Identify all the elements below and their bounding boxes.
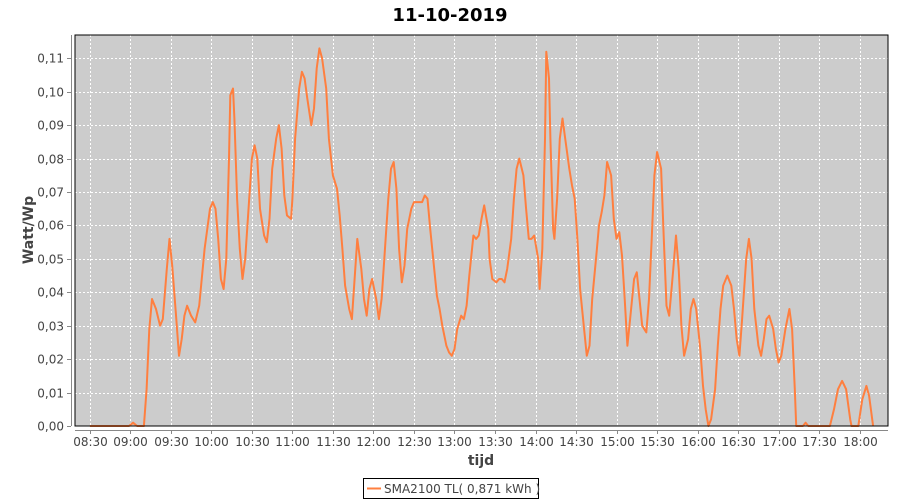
y-tick-label: 0,05 (37, 253, 64, 267)
x-tick-label: 09:30 (154, 435, 189, 449)
x-tick-label: 12:30 (397, 435, 432, 449)
y-tick-label: 0,06 (37, 219, 64, 233)
y-tick-label: 0,09 (37, 119, 64, 133)
x-tick-label: 08:30 (73, 435, 108, 449)
y-tick-label: 0,07 (37, 186, 64, 200)
x-tick-label: 13:30 (478, 435, 513, 449)
x-tick-label: 11:30 (316, 435, 351, 449)
y-tick-label: 0,10 (37, 86, 64, 100)
y-tick-label: 0,01 (37, 387, 64, 401)
x-tick-label: 16:00 (681, 435, 716, 449)
x-tick-label: 12:00 (356, 435, 391, 449)
y-tick-label: 0,02 (37, 353, 64, 367)
x-tick-label: 18:00 (843, 435, 878, 449)
y-tick-label: 0,04 (37, 286, 64, 300)
x-axis-label: tijd (468, 453, 494, 469)
y-axis: 0,00 0,01 0,02 0,03 0,04 0,05 0,06 0,07 0,08 0,09… (37, 52, 71, 434)
y-axis-label: Watt/Wp (21, 196, 37, 264)
plot-border (74, 34, 889, 427)
chart-title: 11-10-2019 (392, 5, 507, 26)
y-tick-label: 0,00 (37, 420, 64, 434)
legend-entry: SMA2100 TL( 0,871 kWh ) (384, 482, 540, 496)
x-tick-label: 09:00 (113, 435, 148, 449)
x-tick-label: 17:30 (802, 435, 837, 449)
plot-background (75, 35, 888, 426)
x-tick-label: 14:30 (559, 435, 594, 449)
x-tick-label: 10:00 (194, 435, 229, 449)
y-tick-label: 0,11 (37, 52, 64, 66)
x-tick-label: 16:30 (721, 435, 756, 449)
legend: SMA2100 TL( 0,871 kWh ) (363, 478, 540, 499)
y-tick-label: 0,03 (37, 320, 64, 334)
x-tick-label: 13:00 (437, 435, 472, 449)
x-tick-label: 11:00 (275, 435, 310, 449)
x-tick-label: 17:00 (762, 435, 797, 449)
x-tick-label: 14:00 (519, 435, 554, 449)
x-tick-label: 15:30 (640, 435, 675, 449)
x-axis: 08:30 09:00 09:30 10:00 10:30 11:00 11:30 12:00… (73, 430, 878, 449)
x-tick-label: 10:30 (235, 435, 270, 449)
y-tick-label: 0,08 (37, 153, 64, 167)
series-line (89, 47, 875, 427)
x-tick-label: 15:00 (600, 435, 635, 449)
